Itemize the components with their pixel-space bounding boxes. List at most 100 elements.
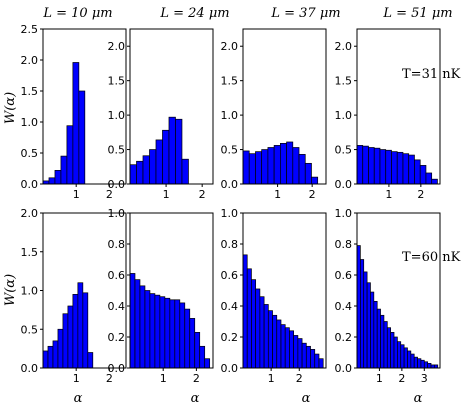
histogram-bar: [267, 147, 275, 185]
y-tick-label: 0.4: [108, 300, 126, 313]
x-tick-label: 2: [199, 188, 206, 201]
y-tick-label: 1.0: [21, 116, 39, 129]
histogram-bar: [174, 299, 181, 369]
histogram-bar: [251, 279, 257, 369]
axes-frame: [356, 28, 441, 185]
histogram-bar: [407, 350, 412, 369]
histogram-bar: [164, 297, 171, 369]
panel-6: 0.0 0.2 0.4 0.6 0.8 1.0 1 2: [108, 207, 214, 385]
histogram-bar: [255, 151, 263, 185]
axes-frame: [129, 28, 214, 185]
temperature-label-bottom: T=60 nK: [402, 250, 461, 265]
histogram-bar: [286, 141, 294, 185]
histogram-bar: [57, 328, 64, 369]
x-tick-label: 1: [163, 188, 170, 201]
y-tick-label: 2.5: [21, 23, 39, 36]
histogram-bar: [370, 291, 375, 369]
histogram-bar: [47, 345, 54, 369]
histogram-bar: [267, 310, 273, 369]
y-tick-label: 0.5: [335, 144, 353, 157]
histogram-bar: [149, 293, 156, 369]
axes-frame: [356, 212, 441, 369]
histogram-bar: [276, 319, 282, 369]
y-tick-label: 0.6: [108, 269, 126, 282]
histogram-bar: [420, 359, 425, 369]
y-tick-label: 0.0: [335, 362, 353, 375]
y-tick-label: 0.5: [21, 147, 39, 160]
x-tick-label: 2: [106, 188, 113, 201]
histogram-bar: [402, 153, 410, 185]
histogram-bar: [272, 314, 278, 369]
y-tick-label: 1.5: [108, 75, 126, 88]
y-tick-label: 0.2: [335, 331, 353, 344]
y-tick-label: 0.4: [221, 300, 239, 313]
y-tick-label: 1.0: [21, 285, 39, 298]
histogram-bar: [134, 279, 141, 369]
histogram-bar: [417, 358, 422, 369]
y-tick-label: 2.0: [221, 40, 239, 53]
histogram-bar: [66, 125, 74, 185]
histogram-bar: [311, 176, 319, 185]
histogram-bar: [155, 139, 163, 185]
histogram-bar: [184, 308, 191, 369]
histogram-bar: [356, 145, 364, 185]
histogram-bar: [314, 353, 320, 369]
histogram-bar: [189, 318, 196, 369]
y-tick-label: 0.0: [108, 362, 126, 375]
histogram-bar: [393, 336, 398, 369]
y-tick-label: 0.0: [21, 178, 39, 191]
histogram-bar: [408, 154, 415, 185]
histogram-bar: [284, 327, 290, 369]
histogram-bar: [255, 288, 261, 369]
histogram-bar: [391, 151, 398, 185]
y-tick-label: 0.0: [335, 178, 353, 191]
column-title-2: L = 24 μm: [159, 6, 229, 21]
y-tick-label: 1.5: [221, 75, 239, 88]
histogram-bar: [386, 327, 391, 369]
histogram-bar: [273, 145, 281, 185]
axes-frame: [42, 28, 127, 185]
x-tick-label: 3: [421, 372, 428, 385]
histogram-bar: [293, 335, 299, 369]
histogram-bar: [144, 290, 151, 369]
histogram-bar: [181, 158, 189, 185]
histogram-bar: [179, 302, 186, 369]
y-tick-label: 1.5: [21, 246, 39, 259]
histogram-bar: [162, 129, 170, 185]
histogram-bar: [362, 145, 369, 185]
panel-3: 0.0 0.5 1.0 1.5 2.0 1 2: [221, 28, 327, 201]
y-tick-label: 0.2: [108, 331, 126, 344]
histogram-bar: [280, 143, 287, 185]
histogram-bar: [289, 330, 294, 369]
y-tick-label: 2.0: [21, 207, 39, 220]
histogram-bar: [385, 149, 392, 185]
histogram-bar: [363, 271, 368, 369]
histogram-bar: [77, 282, 84, 369]
y-tick-label: 0.8: [221, 238, 239, 251]
y-tick-label: 0.0: [21, 362, 39, 375]
ylabel-row-2: W(α): [3, 274, 18, 306]
y-tick-label: 0.4: [335, 300, 353, 313]
histogram-bar: [246, 268, 252, 369]
column-title-1: L = 10 μm: [42, 6, 112, 21]
x-tick-label: 2: [296, 372, 303, 385]
histogram-bar: [204, 358, 211, 369]
histogram-bar: [199, 345, 206, 369]
histogram-bar: [425, 172, 433, 185]
histogram-bar: [67, 305, 74, 369]
panel-2: 0.0 0.5 1.0 1.5 2.0 1 2: [108, 28, 214, 201]
histogram-bar: [373, 301, 378, 369]
y-tick-label: 0.5: [221, 144, 239, 157]
histogram-bar: [380, 314, 385, 369]
y-tick-label: 1.0: [108, 109, 126, 122]
xlabel-col-4: α: [414, 391, 423, 406]
x-tick-label: 1: [73, 372, 80, 385]
y-tick-label: 1.0: [335, 207, 353, 220]
histogram-bar: [154, 294, 161, 369]
histogram-bar: [318, 358, 324, 369]
histogram-bar: [159, 296, 166, 369]
y-tick-label: 1.5: [21, 85, 39, 98]
histogram-bar: [48, 177, 56, 185]
panel-1: 0.0 0.5 1.0 1.5 2.0 2.5 1 2: [21, 23, 127, 201]
histogram-bar: [423, 361, 429, 369]
